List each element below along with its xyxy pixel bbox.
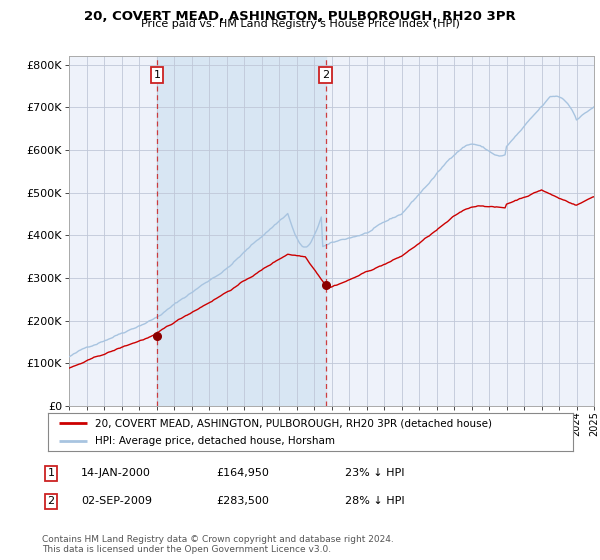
Text: 28% ↓ HPI: 28% ↓ HPI [345, 496, 404, 506]
Text: Price paid vs. HM Land Registry's House Price Index (HPI): Price paid vs. HM Land Registry's House … [140, 19, 460, 29]
Text: £283,500: £283,500 [216, 496, 269, 506]
Text: 1: 1 [47, 468, 55, 478]
Text: 2: 2 [322, 70, 329, 80]
Text: HPI: Average price, detached house, Horsham: HPI: Average price, detached house, Hors… [95, 436, 335, 446]
Text: 14-JAN-2000: 14-JAN-2000 [81, 468, 151, 478]
Text: 2: 2 [47, 496, 55, 506]
Text: 23% ↓ HPI: 23% ↓ HPI [345, 468, 404, 478]
Text: 20, COVERT MEAD, ASHINGTON, PULBOROUGH, RH20 3PR (detached house): 20, COVERT MEAD, ASHINGTON, PULBOROUGH, … [95, 418, 492, 428]
Text: Contains HM Land Registry data © Crown copyright and database right 2024.
This d: Contains HM Land Registry data © Crown c… [42, 535, 394, 554]
Text: 20, COVERT MEAD, ASHINGTON, PULBOROUGH, RH20 3PR: 20, COVERT MEAD, ASHINGTON, PULBOROUGH, … [84, 10, 516, 22]
Text: £164,950: £164,950 [216, 468, 269, 478]
Text: 02-SEP-2009: 02-SEP-2009 [81, 496, 152, 506]
Text: 1: 1 [154, 70, 161, 80]
Bar [157, 56, 326, 406]
